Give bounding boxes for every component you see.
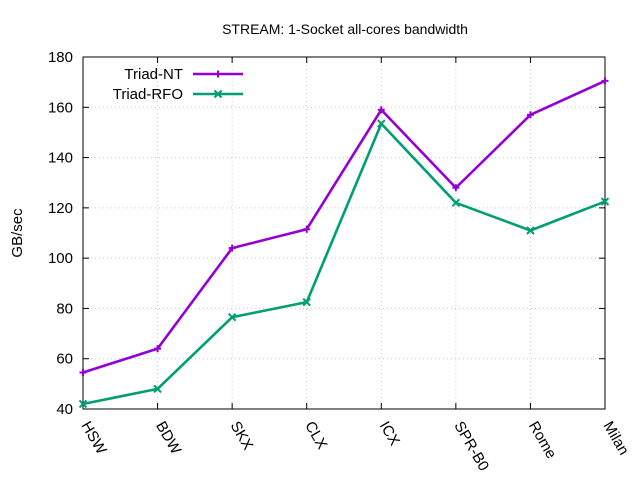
x-tick-label: SKX	[227, 419, 257, 453]
grid-lines	[83, 57, 605, 409]
chart-title: STREAM: 1-Socket all-cores bandwidth	[222, 21, 468, 37]
y-tick-label: 60	[56, 351, 73, 368]
plus-point-marker	[303, 225, 311, 233]
plus-point-marker	[452, 184, 460, 192]
x-tick-label: BDW	[152, 419, 185, 459]
plus-point-marker	[214, 70, 222, 78]
y-tick-label: 100	[48, 250, 73, 267]
x-tick-label: HSW	[78, 419, 111, 459]
y-tick-label: 40	[56, 401, 73, 418]
legend: Triad-NT Triad-RFO	[113, 66, 243, 103]
cross-point-marker	[377, 119, 386, 128]
plus-point-marker	[526, 111, 534, 119]
plus-point-marker	[377, 106, 385, 114]
y-tick-label: 80	[56, 300, 73, 317]
x-tick-label: ICX	[376, 419, 403, 449]
legend-label: Triad-NT	[124, 66, 183, 83]
series-line-triad-nt	[82, 79, 606, 374]
x-tick-label: CLX	[301, 419, 330, 453]
plot-frame	[82, 56, 606, 410]
y-tick-label: 120	[48, 200, 73, 217]
cross-point-marker	[78, 399, 88, 409]
y-tick-label: 180	[48, 49, 73, 66]
cross-point-marker	[227, 313, 237, 322]
cross-point-marker	[213, 89, 223, 99]
cross-point-marker	[526, 226, 535, 235]
plus-point-marker	[154, 345, 162, 353]
y-tick-label: 160	[48, 99, 73, 116]
cross-point-marker	[451, 198, 461, 208]
x-tick-label: Rome	[525, 419, 560, 462]
series-line-triad-rfo	[82, 122, 606, 406]
plus-point-marker	[601, 77, 609, 85]
axes: 40 60 80 100 120 140 160 180 HSW BDW SKX CLX ICX SPR-…	[48, 49, 632, 474]
x-tick-label: SPR-B0	[450, 419, 492, 474]
data-series	[78, 77, 610, 409]
cross-point-marker	[302, 297, 311, 307]
cross-point-marker	[600, 197, 610, 206]
cross-point-marker	[153, 384, 162, 394]
plus-point-marker	[228, 244, 236, 252]
plus-point-marker	[79, 369, 87, 377]
y-tick-label: 140	[48, 150, 73, 167]
legend-label: Triad-RFO	[113, 86, 183, 103]
y-axis-label: GB/sec	[9, 208, 26, 258]
x-tick-label: Milan	[600, 419, 633, 459]
